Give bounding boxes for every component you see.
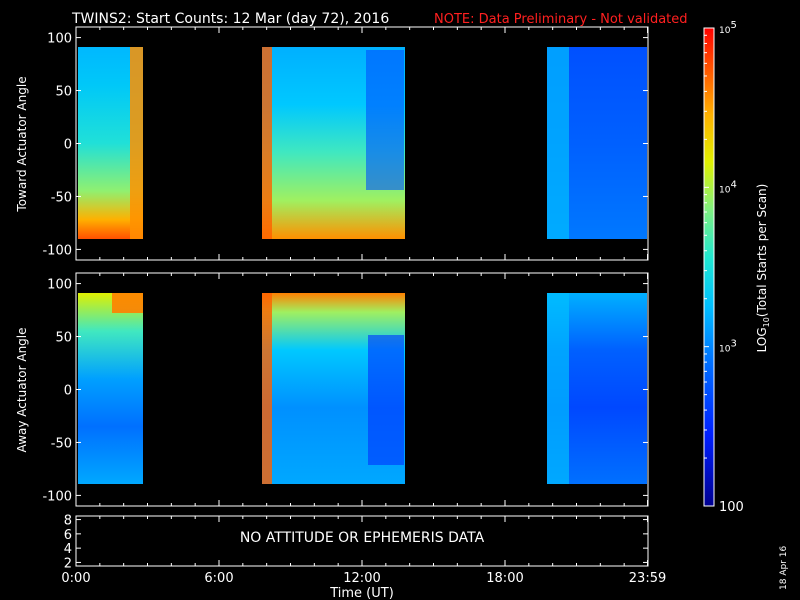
heatmap-block-1-edge: [130, 47, 143, 239]
y-tick-label: -100: [42, 243, 72, 258]
y-tick-label: -50: [51, 436, 72, 451]
x-ticks: [75, 273, 649, 506]
y-axis-label: Toward Actuator Angle: [15, 76, 29, 212]
x-tick-label: 18:00: [486, 571, 523, 586]
heatmap-block-1: [78, 293, 143, 484]
colorbar: 105 104 103 100 LOG10(Total Starts per Scan…: [703, 20, 771, 515]
heatmap-block-2-dark: [366, 50, 404, 190]
no-data-message: NO ATTITUDE OR EPHEMERIS DATA: [240, 530, 485, 546]
y-tick-label: 100: [47, 32, 72, 47]
chart-title: TWINS2: Start Counts: 12 Mar (day 72), 2…: [71, 11, 389, 27]
x-tick-label: 23:59: [629, 571, 666, 586]
panel-toward: 100 50 0 -50 -100 Toward Actuator Angle: [15, 26, 649, 261]
x-tick-label: 12:00: [343, 571, 380, 586]
y-ticks: 100 50 0 -50 -100: [42, 278, 648, 504]
heatmap-block-2-stripe: [262, 47, 272, 239]
y-axis-label: Away Actuator Angle: [15, 327, 29, 452]
colorbar-label: LOG10(Total Starts per Scan): [755, 184, 771, 353]
colorbar-tick-label: 105: [719, 20, 737, 36]
x-tick-label: 6:00: [204, 571, 233, 586]
y-ticks: 100 50 0 -50 -100: [42, 32, 648, 258]
colorbar-ticks: 105 104 103 100: [704, 20, 744, 515]
y-tick-label: 4: [64, 542, 72, 557]
y-tick-label: 100: [47, 278, 72, 293]
date-stamp: 18 Apr 16: [779, 546, 789, 590]
preliminary-note: NOTE: Data Preliminary - Not validated: [434, 12, 688, 27]
y-tick-label: 50: [55, 331, 72, 346]
heatmap-block-3-edge: [547, 293, 569, 484]
heatmap-block-3-edge: [547, 47, 569, 239]
x-ticks: [75, 27, 649, 260]
y-tick-label: 6: [64, 528, 72, 543]
heatmap-block-2-stripe: [262, 293, 272, 484]
colorbar-tick-label: 104: [719, 179, 737, 195]
panel-away: 100 50 0 -50 -100 Away Actuator Angle: [15, 272, 649, 507]
colorbar-tick-label: 103: [719, 339, 737, 355]
heatmap-block-1-edge: [112, 293, 143, 313]
y-tick-label: 8: [64, 514, 72, 529]
colorbar-gradient: [703, 27, 715, 507]
y-tick-label: 50: [55, 85, 72, 100]
y-tick-label: 0: [64, 138, 72, 153]
y-tick-label: 0: [64, 384, 72, 399]
x-tick-label: 0:00: [61, 571, 90, 586]
colorbar-tick-label: 100: [719, 500, 744, 515]
y-tick-label: -50: [51, 190, 72, 205]
x-axis-label: Time (UT): [329, 586, 394, 600]
y-tick-label: -100: [42, 489, 72, 504]
x-ticks: [75, 516, 649, 566]
y-tick-label: 2: [64, 556, 72, 571]
x-tick-labels: 0:00 6:00 12:00 18:00 23:59: [61, 571, 666, 586]
heatmap-block-2-dark: [368, 335, 404, 465]
